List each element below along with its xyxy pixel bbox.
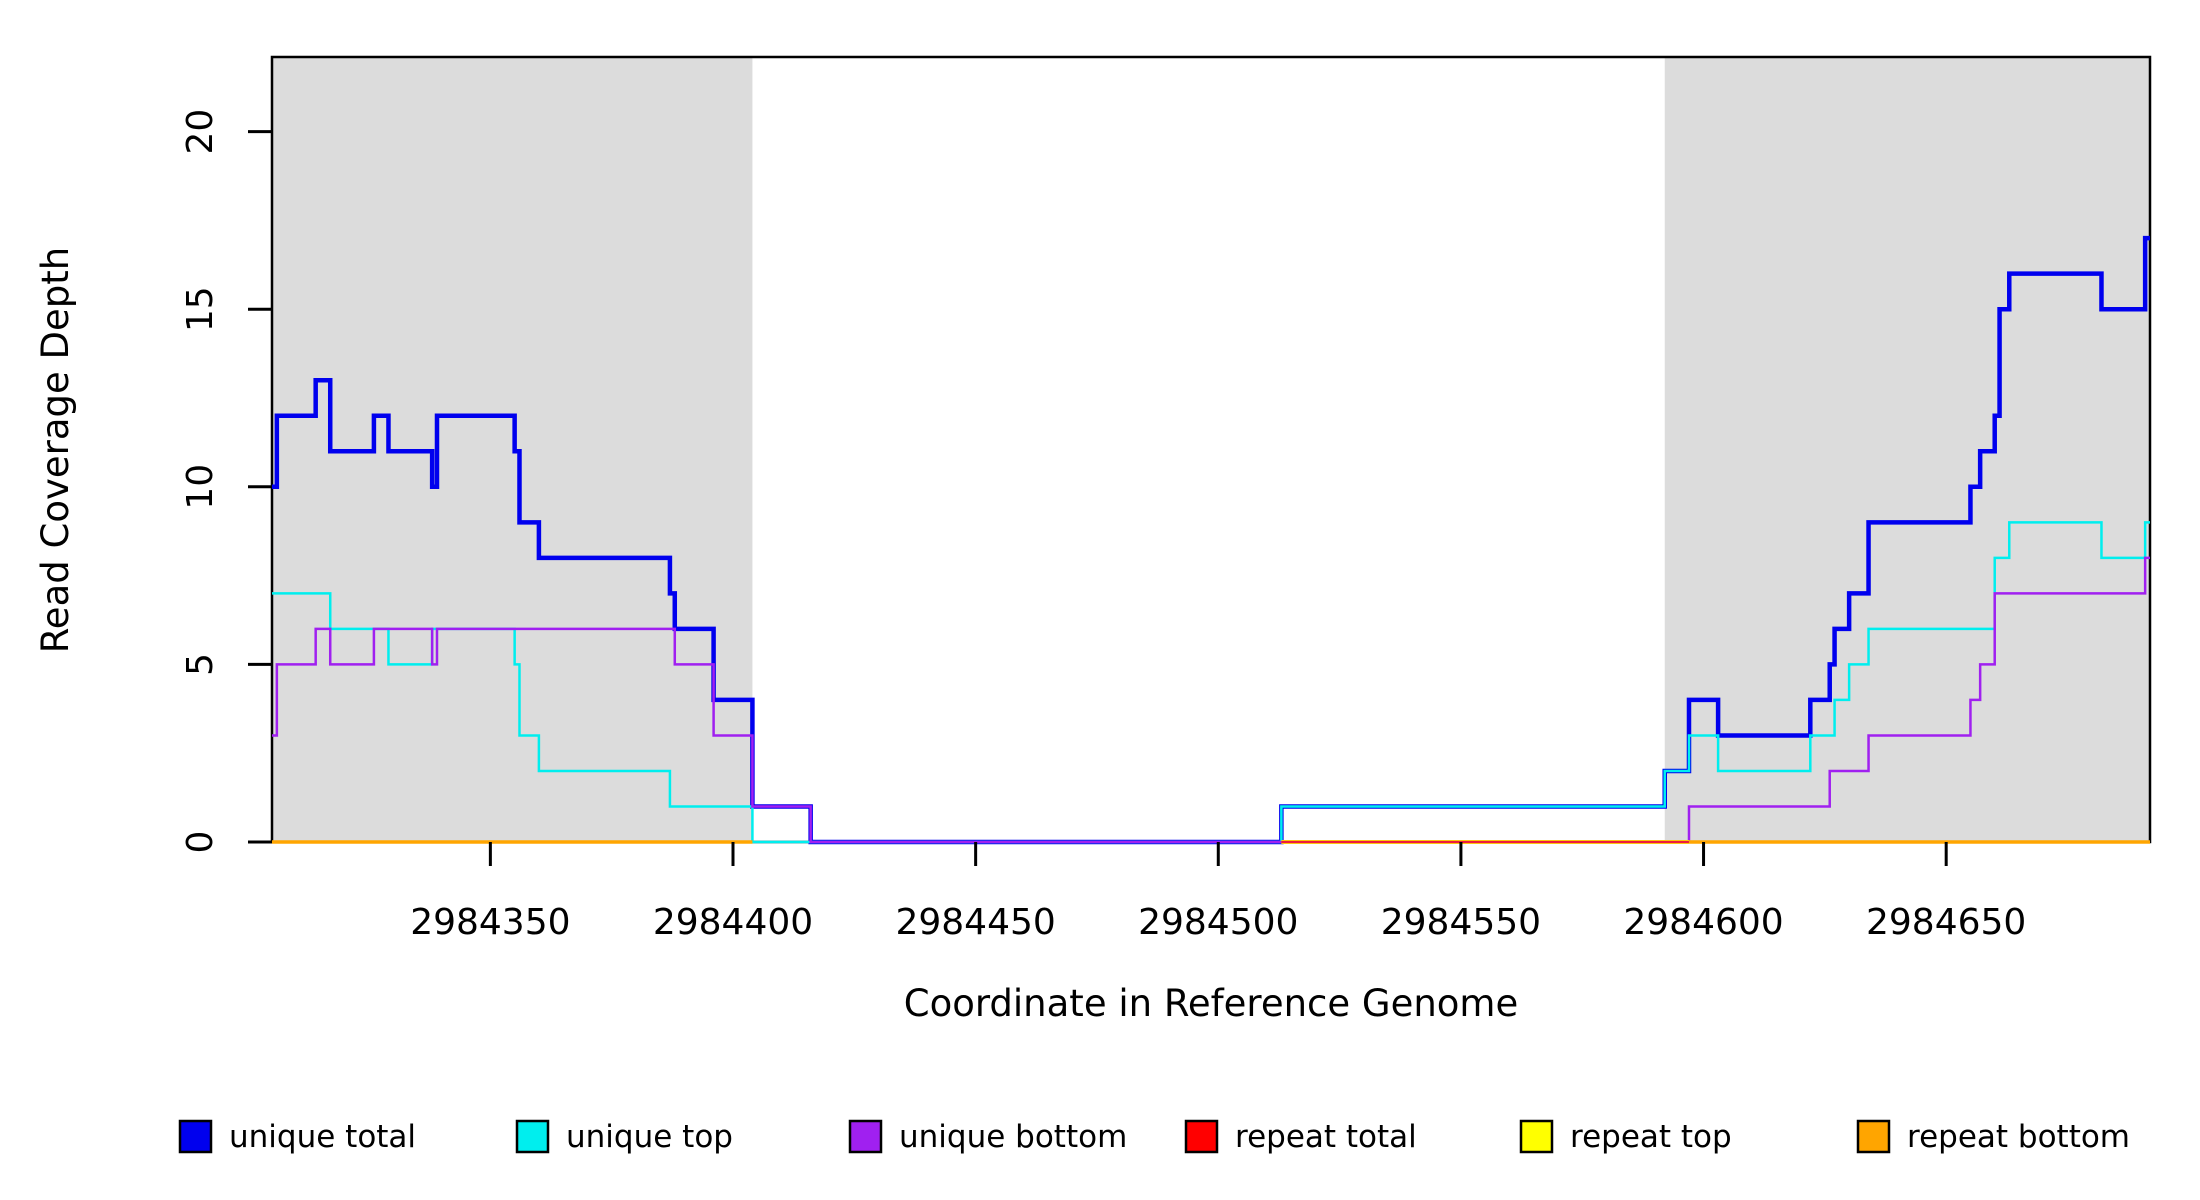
legend-swatch-repeat-bottom xyxy=(1856,1119,1891,1154)
y-axis-tick-label: 0 xyxy=(180,831,221,854)
y-axis-tick-label: 20 xyxy=(180,109,221,155)
legend-label-repeat-total: repeat total xyxy=(1235,1119,1417,1155)
legend-label-unique-total: unique total xyxy=(229,1119,416,1155)
x-axis-tick-label: 2984350 xyxy=(410,902,570,943)
legend: unique total unique top unique bottom repea… xyxy=(178,1119,2130,1155)
x-axis-tick-label: 2984500 xyxy=(1138,902,1298,943)
shaded-region-right xyxy=(1664,57,2150,842)
x-axis-tick-label: 2984650 xyxy=(1866,902,2026,943)
legend-swatch-unique-bottom xyxy=(848,1119,883,1154)
x-axis-title: Coordinate in Reference Genome xyxy=(904,982,1519,1025)
x-axis-tick-label: 2984600 xyxy=(1623,902,1783,943)
legend-swatch-unique-total xyxy=(178,1119,213,1154)
y-axis-tick-label: 15 xyxy=(180,286,221,332)
y-axis-tick-label: 10 xyxy=(180,464,221,510)
series-lines xyxy=(272,235,2150,845)
legend-swatch-repeat-top xyxy=(1519,1119,1554,1154)
series-unique-bottom-line xyxy=(272,556,2150,844)
x-axis-tick-label: 2984450 xyxy=(895,902,1055,943)
axes: 2984350 2984400 2984450 2984500 2984550 29846… xyxy=(180,109,2026,943)
legend-label-repeat-bottom: repeat bottom xyxy=(1907,1119,2130,1155)
x-axis-tick-label: 2984400 xyxy=(653,902,813,943)
legend-label-unique-bottom: unique bottom xyxy=(899,1119,1127,1155)
y-axis-tick-label: 5 xyxy=(180,653,221,676)
legend-label-repeat-top: repeat top xyxy=(1570,1119,1732,1155)
x-axis-tick-label: 2984550 xyxy=(1381,902,1541,943)
y-axis-title: Read Coverage Depth xyxy=(34,247,77,653)
legend-label-unique-top: unique top xyxy=(566,1119,733,1155)
legend-swatch-repeat-total xyxy=(1184,1119,1219,1154)
shaded-regions xyxy=(272,57,2150,842)
legend-swatch-unique-top xyxy=(515,1119,550,1154)
